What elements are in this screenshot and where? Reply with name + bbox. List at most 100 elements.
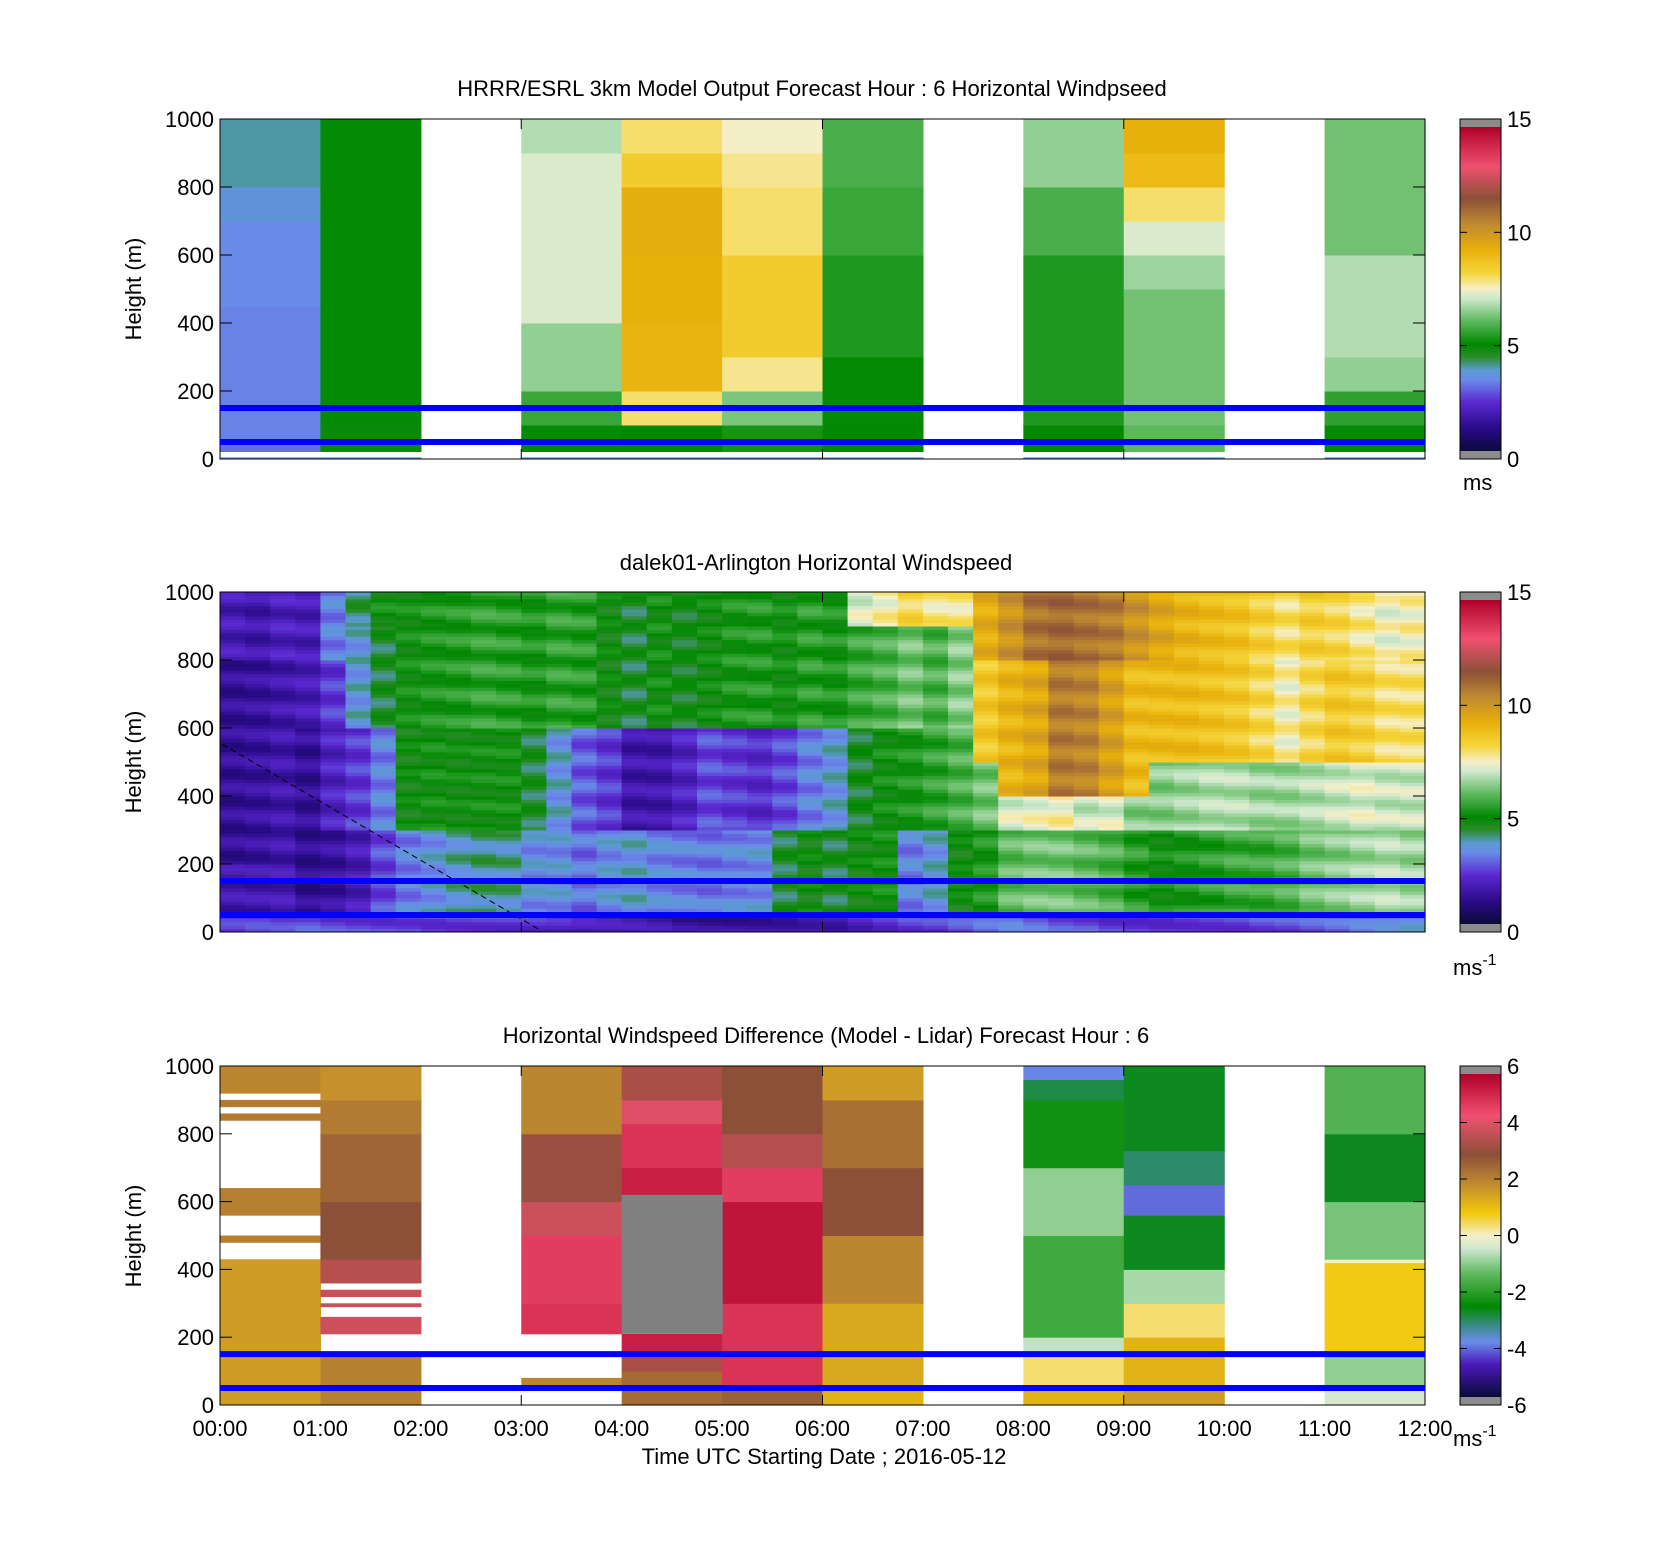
heatmap-cell xyxy=(1274,734,1301,739)
heatmap-cell xyxy=(295,636,322,641)
heatmap-cell xyxy=(270,802,296,807)
heatmap-cell xyxy=(1374,799,1401,804)
heatmap-cell xyxy=(1098,850,1125,855)
heatmap-cell xyxy=(571,677,598,681)
heatmap-cell xyxy=(922,785,949,790)
heatmap-cell xyxy=(571,809,598,814)
heatmap-cell xyxy=(1173,853,1200,858)
heatmap-cell xyxy=(747,738,773,743)
heatmap-cell xyxy=(1224,867,1250,872)
heatmap-cell xyxy=(1073,700,1100,705)
heatmap-cell xyxy=(220,741,246,746)
heatmap-cell xyxy=(621,802,648,807)
heatmap-cell xyxy=(445,765,472,770)
heatmap-cell xyxy=(1123,598,1150,603)
heatmap-cell xyxy=(370,772,397,777)
heatmap-cell xyxy=(220,1099,322,1108)
heatmap-cell xyxy=(696,840,723,845)
heatmap-cell xyxy=(772,853,798,858)
heatmap-cell xyxy=(245,758,271,763)
heatmap-cell xyxy=(1299,751,1326,756)
heatmap-cell xyxy=(1073,870,1100,875)
heatmap-cell xyxy=(1023,847,1050,851)
heatmap-cell xyxy=(1324,636,1351,641)
heatmap-cell xyxy=(772,840,798,845)
heatmap-cell xyxy=(1299,785,1326,790)
heatmap-cell xyxy=(345,741,372,746)
heatmap-cell xyxy=(420,762,447,766)
heatmap-cell xyxy=(1023,592,1050,596)
heatmap-cell xyxy=(420,840,447,845)
heatmap-cell xyxy=(345,680,372,685)
heatmap-cell xyxy=(922,847,949,851)
heatmap-cell xyxy=(521,867,547,872)
heatmap-cell xyxy=(1073,762,1100,766)
heatmap-cell xyxy=(496,826,522,831)
heatmap-cell xyxy=(696,683,723,688)
heatmap-cell xyxy=(722,830,748,834)
heatmap-cell xyxy=(370,901,397,906)
heatmap-cell xyxy=(696,724,723,729)
heatmap-cell xyxy=(797,694,824,698)
heatmap-cell xyxy=(596,853,623,858)
heatmap-cell xyxy=(420,758,447,763)
heatmap-cell xyxy=(646,649,673,654)
heatmap-cell xyxy=(370,799,397,804)
heatmap-cell xyxy=(496,796,522,800)
heatmap-cell xyxy=(1399,884,1426,889)
heatmap-cell xyxy=(1324,741,1351,746)
heatmap-cell xyxy=(646,714,673,719)
heatmap-cell xyxy=(370,694,397,698)
heatmap-cell xyxy=(270,717,296,722)
heatmap-cell xyxy=(1048,605,1075,610)
heatmap-cell xyxy=(1173,653,1200,658)
heatmap-cell xyxy=(1173,762,1200,766)
heatmap-cell xyxy=(772,925,798,930)
heatmap-cell xyxy=(295,592,322,596)
heatmap-cell xyxy=(1148,683,1175,688)
heatmap-cell xyxy=(1374,836,1401,841)
heatmap-cell xyxy=(747,867,773,872)
heatmap-cell xyxy=(722,782,748,787)
heatmap-cell xyxy=(1073,636,1100,641)
heatmap-cell xyxy=(496,636,522,641)
heatmap-cell xyxy=(872,636,899,641)
heatmap-cell xyxy=(897,643,924,647)
heatmap-cell xyxy=(445,738,472,743)
heatmap-cell xyxy=(897,704,924,709)
heatmap-cell xyxy=(521,1303,623,1335)
heatmap-cell xyxy=(847,656,874,661)
heatmap-cell xyxy=(1148,673,1175,678)
heatmap-cell xyxy=(973,653,999,658)
heatmap-cell xyxy=(872,683,899,688)
heatmap-cell xyxy=(295,643,322,647)
heatmap-cell xyxy=(521,884,547,889)
heatmap-cell xyxy=(521,636,547,641)
heatmap-cell xyxy=(847,833,874,838)
heatmap-cell xyxy=(596,626,623,630)
heatmap-cell xyxy=(1173,714,1200,719)
heatmap-cell xyxy=(471,673,497,678)
heatmap-cell xyxy=(696,615,723,620)
heatmap-cell xyxy=(822,626,849,630)
heatmap-cell xyxy=(395,649,422,654)
heatmap-cell xyxy=(646,864,673,868)
heatmap-cell xyxy=(1148,782,1175,787)
heatmap-cell xyxy=(822,632,849,637)
heatmap-cell xyxy=(671,823,698,828)
heatmap-cell xyxy=(696,595,723,600)
heatmap-cell xyxy=(1374,711,1401,715)
heatmap-cell xyxy=(922,656,949,661)
heatmap-cell xyxy=(1173,870,1200,875)
heatmap-cell xyxy=(1349,847,1376,851)
heatmap-cell xyxy=(420,721,447,726)
heatmap-cell xyxy=(1224,887,1250,892)
heatmap-cell xyxy=(646,656,673,661)
heatmap-cell xyxy=(772,847,798,851)
heatmap-cell xyxy=(546,700,573,705)
heatmap-cell xyxy=(998,901,1024,906)
heatmap-cell xyxy=(1199,918,1225,923)
heatmap-cell xyxy=(772,758,798,763)
heatmap-cell xyxy=(1349,782,1376,787)
